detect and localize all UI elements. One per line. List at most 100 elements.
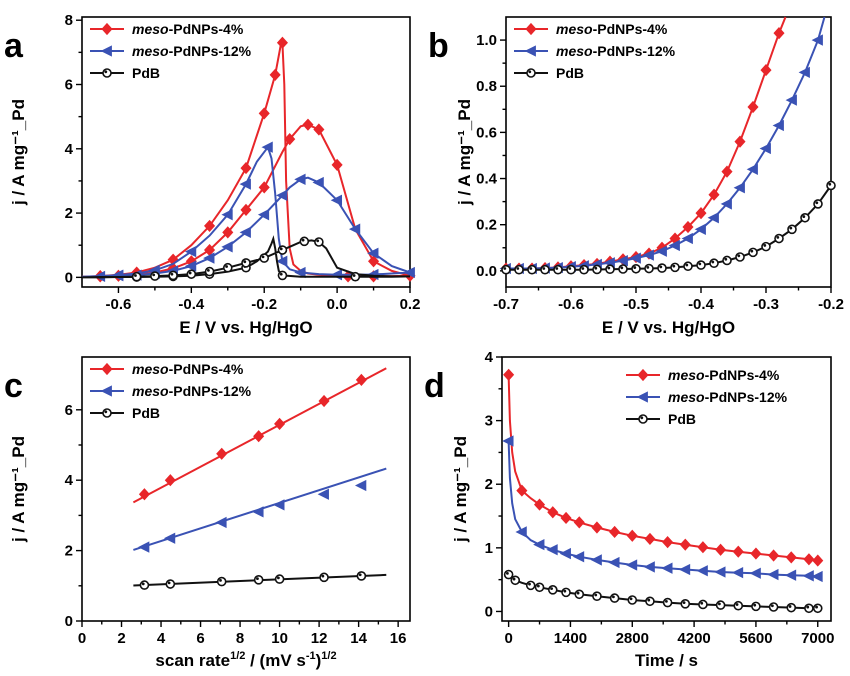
data-point — [138, 541, 150, 553]
legend-marker — [101, 362, 113, 376]
x-tick-label: 0 — [504, 630, 512, 647]
x-axis-label: scan rate1/2 / (mV s-1)1/2 — [155, 650, 336, 670]
data-point — [785, 551, 797, 564]
data-point — [516, 484, 528, 497]
panel-letter: d — [424, 367, 445, 405]
y-tick-label: 0 — [485, 603, 493, 620]
data-point — [592, 264, 602, 275]
data-point — [204, 219, 216, 233]
data-point — [696, 565, 708, 577]
data-point — [735, 252, 745, 262]
data-point — [579, 264, 589, 275]
data-point — [368, 255, 380, 268]
data-point — [784, 569, 797, 581]
data-point — [746, 163, 758, 175]
data-point — [276, 255, 288, 267]
series-line — [81, 235, 411, 279]
data-point — [761, 241, 771, 252]
data-point — [721, 165, 733, 178]
x-tick-label: -0.2 — [251, 296, 277, 313]
x-tick-label: -0.2 — [818, 296, 844, 313]
data-point — [302, 118, 314, 131]
legend-label: PdB — [668, 411, 696, 427]
data-point — [553, 264, 563, 275]
plot-frame — [81, 356, 411, 622]
data-point — [592, 591, 602, 601]
y-tick-label: 6 — [65, 402, 73, 419]
data-point — [812, 554, 824, 567]
data-point — [681, 232, 693, 245]
data-point — [277, 245, 288, 255]
data-point — [533, 498, 546, 511]
series-1 — [503, 368, 824, 567]
y-tick-label: 0.2 — [476, 217, 497, 234]
data-point — [284, 133, 296, 146]
series-3 — [503, 569, 823, 614]
data-point — [314, 237, 324, 247]
data-point — [163, 532, 176, 544]
y-tick-label: 4 — [65, 472, 74, 489]
data-point — [813, 199, 823, 209]
series-1 — [132, 367, 387, 504]
data-point — [715, 600, 726, 610]
data-point — [331, 158, 343, 171]
data-point — [707, 212, 719, 224]
data-point — [661, 562, 673, 574]
data-point — [731, 567, 744, 579]
data-point — [733, 182, 745, 194]
data-point — [631, 263, 641, 274]
x-tick-label: 10 — [271, 630, 288, 647]
x-tick-label: -0.4 — [178, 296, 205, 313]
legend-label: meso-PdNPs-4% — [132, 361, 244, 377]
data-point — [547, 506, 559, 519]
data-point — [203, 252, 215, 264]
x-tick-label: -0.7 — [493, 296, 519, 313]
data-point — [356, 571, 367, 581]
data-point — [240, 203, 252, 216]
data-point — [662, 536, 674, 549]
legend-label: meso-PdNPs-4% — [132, 21, 244, 37]
data-point — [259, 253, 270, 263]
panel-letter: a — [4, 27, 24, 65]
y-tick-label: 2 — [65, 543, 73, 560]
data-point — [609, 525, 621, 539]
data-point — [670, 262, 680, 273]
data-point — [355, 373, 367, 386]
legend-marker — [101, 22, 113, 36]
data-point — [313, 123, 325, 136]
y-tick-label: 0.4 — [476, 171, 498, 188]
data-point — [680, 599, 691, 609]
x-tick-label: 2800 — [616, 630, 649, 647]
legend-marker — [526, 68, 536, 78]
data-point — [546, 544, 558, 556]
data-point — [240, 161, 252, 175]
data-point — [696, 260, 706, 270]
data-point — [679, 538, 691, 551]
data-point — [501, 264, 511, 275]
data-point — [241, 258, 251, 268]
data-point — [276, 36, 288, 49]
data-point — [627, 595, 638, 605]
data-point — [112, 270, 124, 282]
x-tick-label: -0.3 — [753, 296, 779, 313]
y-tick-label: 6 — [65, 77, 73, 94]
data-point — [694, 223, 706, 235]
data-point — [804, 603, 814, 614]
data-point — [533, 539, 545, 551]
data-point — [662, 597, 673, 608]
x-tick-label: 2 — [117, 630, 125, 647]
data-point — [605, 264, 615, 275]
data-point — [216, 447, 228, 460]
legend-marker — [525, 22, 537, 36]
data-point — [215, 516, 227, 529]
x-axis-label: Time / s — [635, 651, 698, 670]
data-point — [354, 479, 367, 492]
data-point — [131, 271, 142, 282]
data-point — [252, 506, 264, 518]
legend-label: PdB — [556, 65, 584, 81]
legend-label: meso-PdNPs-12% — [556, 43, 676, 59]
x-tick-label: -0.6 — [106, 296, 132, 313]
data-point — [216, 576, 227, 587]
data-point — [625, 559, 638, 571]
data-point — [547, 585, 558, 595]
